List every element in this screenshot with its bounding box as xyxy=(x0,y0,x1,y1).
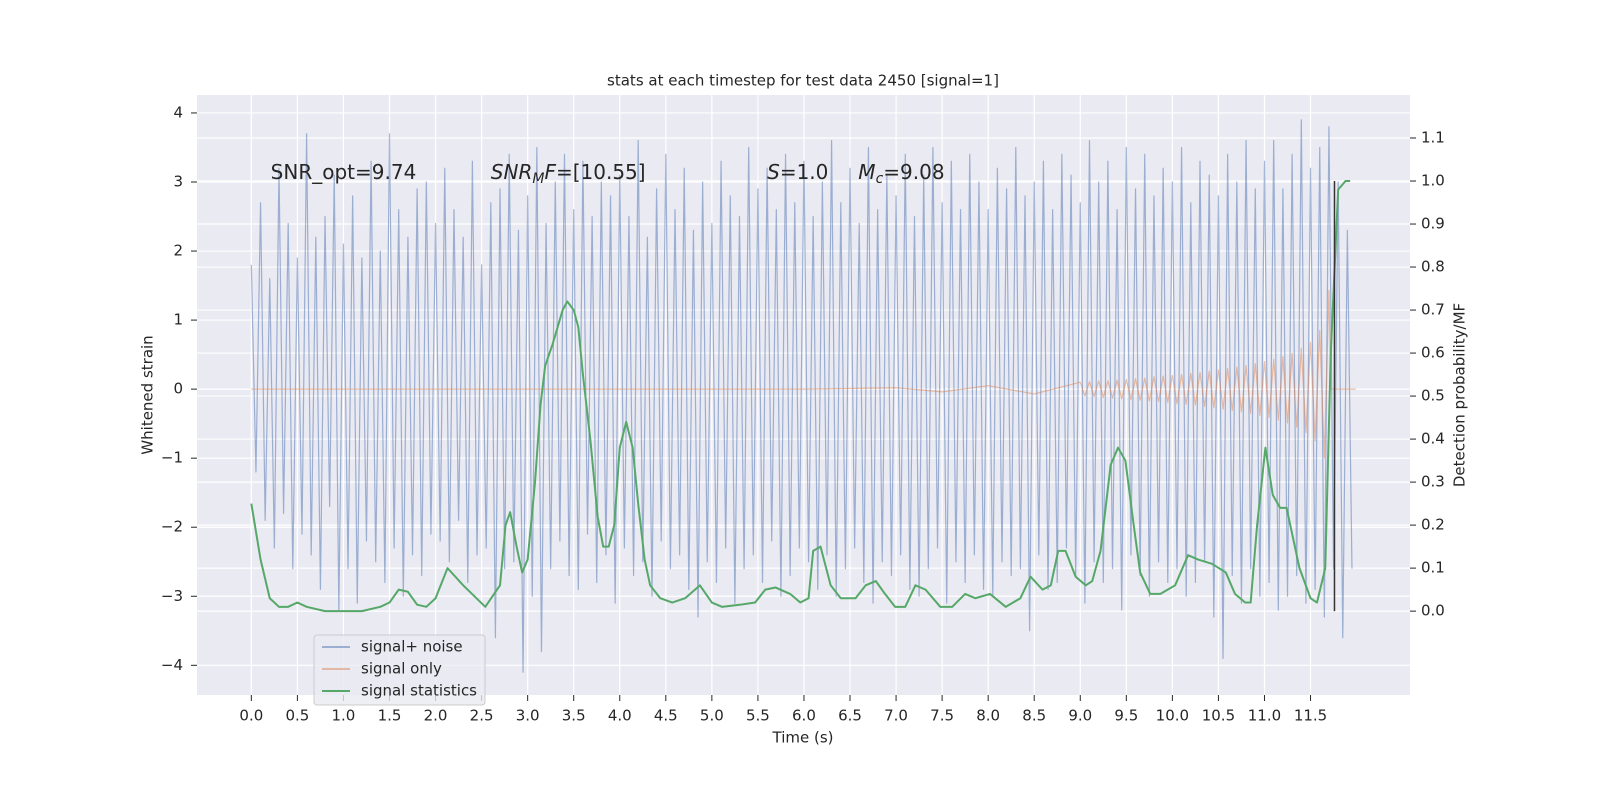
annotation-part: SNR_opt=9.74 xyxy=(271,160,417,184)
x-axis-label: Time (s) xyxy=(772,729,834,747)
x-tick-label: 11.5 xyxy=(1294,707,1327,725)
y2-tick-label: 0.2 xyxy=(1421,516,1445,534)
annotation-part: F xyxy=(544,160,556,184)
x-tick-label: 10.5 xyxy=(1202,707,1235,725)
annotation-part: M xyxy=(532,171,544,187)
x-tick-label: 1.5 xyxy=(378,707,402,725)
annotation-part: =9.08 xyxy=(883,160,944,184)
series-line xyxy=(250,119,1353,673)
x-tick-label: 9.5 xyxy=(1114,707,1138,725)
annotation-part: c xyxy=(876,171,884,187)
x-tick-label: 2.0 xyxy=(424,707,448,725)
chart-title: stats at each timestep for test data 245… xyxy=(607,72,999,90)
y-tick-label: −4 xyxy=(161,656,183,674)
x-tick-label: 3.5 xyxy=(562,707,586,725)
y-tick-label: 1 xyxy=(173,311,183,329)
y2-axis-label: Detection probability/MF xyxy=(1451,303,1469,487)
legend-label: signal only xyxy=(361,660,442,678)
annotation: Mc=9.08 xyxy=(858,160,944,188)
legend-label: signal statistics xyxy=(361,682,477,700)
y2-tick-label: 0.0 xyxy=(1421,602,1445,620)
x-tick-label: 1.0 xyxy=(332,707,356,725)
y2-tick-label: 1.0 xyxy=(1421,172,1445,190)
annotation-part: =1.0 xyxy=(780,160,829,184)
x-tick-label: 11.0 xyxy=(1248,707,1281,725)
x-tick-label: 2.5 xyxy=(470,707,494,725)
y2-tick-label: 0.5 xyxy=(1421,387,1445,405)
y-tick-label: 4 xyxy=(173,103,183,121)
y2-tick-label: 0.4 xyxy=(1421,430,1445,448)
x-tick-label: 0.5 xyxy=(285,707,309,725)
y2-tick-label: 0.1 xyxy=(1421,559,1445,577)
y-tick-label: −1 xyxy=(161,449,183,467)
legend-label: signal+ noise xyxy=(361,638,463,656)
y2-tick-label: 0.8 xyxy=(1421,258,1445,276)
annotation: SNRMF=[10.55] xyxy=(491,160,646,188)
y2-tick-label: 0.3 xyxy=(1421,473,1445,491)
annotation-part: SNR xyxy=(491,160,533,184)
x-tick-label: 6.5 xyxy=(838,707,862,725)
y-tick-label: −2 xyxy=(161,518,183,536)
x-tick-label: 4.5 xyxy=(654,707,678,725)
series-line xyxy=(250,180,1351,613)
legend-box xyxy=(313,634,486,706)
x-tick-label: 0.0 xyxy=(239,707,263,725)
y2-tick-label: 1.1 xyxy=(1421,129,1445,147)
x-tick-label: 5.0 xyxy=(700,707,724,725)
series-line xyxy=(251,289,1356,459)
x-tick-label: 5.5 xyxy=(746,707,770,725)
y-tick-label: 3 xyxy=(173,172,183,190)
x-tick-label: 8.0 xyxy=(976,707,1000,725)
x-tick-label: 10.0 xyxy=(1156,707,1189,725)
x-tick-label: 9.0 xyxy=(1068,707,1092,725)
y-tick-label: −3 xyxy=(161,587,183,605)
x-tick-label: 8.5 xyxy=(1022,707,1046,725)
y-tick-label: 0 xyxy=(173,380,183,398)
x-tick-label: 6.0 xyxy=(792,707,816,725)
annotation-part: S xyxy=(767,160,780,184)
y-tick-label: 2 xyxy=(173,242,183,260)
annotation: S=1.0 xyxy=(767,160,828,184)
annotation-part: =[10.55] xyxy=(556,160,646,184)
x-tick-label: 4.0 xyxy=(608,707,632,725)
annotation: SNR_opt=9.74 xyxy=(271,160,417,184)
y2-tick-label: 0.7 xyxy=(1421,301,1445,319)
annotation-part: M xyxy=(858,160,875,184)
y-axis-label: Whitened strain xyxy=(139,335,157,454)
x-tick-label: 3.0 xyxy=(516,707,540,725)
x-tick-label: 7.0 xyxy=(884,707,908,725)
x-tick-label: 7.5 xyxy=(930,707,954,725)
y2-tick-label: 0.6 xyxy=(1421,344,1445,362)
y2-tick-label: 0.9 xyxy=(1421,215,1445,233)
